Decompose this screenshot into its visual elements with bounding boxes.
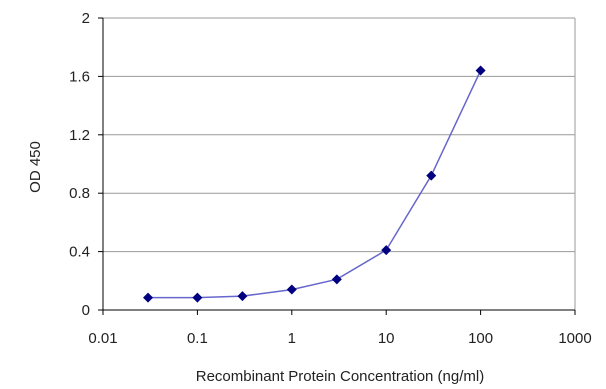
x-tick-label: 1 (288, 330, 296, 347)
data-point (237, 291, 248, 302)
data-point (331, 274, 342, 285)
data-point (475, 65, 486, 76)
y-tick-label: 0.8 (69, 185, 90, 202)
x-tick-label: 0.1 (187, 330, 208, 347)
x-tick-label: 10 (378, 330, 395, 347)
data-point (192, 292, 203, 303)
data-point (286, 284, 297, 295)
data-point (426, 170, 437, 181)
y-tick-label: 2 (82, 10, 90, 27)
x-tick-label: 1000 (558, 330, 591, 347)
data-point (381, 245, 392, 256)
y-tick-label: 0.4 (69, 244, 90, 261)
series-line (148, 70, 482, 299)
y-tick-label: 1.6 (69, 68, 90, 85)
x-tick-label: 0.01 (88, 330, 117, 347)
x-tick-label: 100 (468, 330, 493, 347)
y-tick-label: 1.2 (69, 127, 90, 144)
data-point (143, 292, 154, 303)
y-tick-label: 0 (82, 302, 90, 319)
x-axis-title: Recombinant Protein Concentration (ng/ml… (196, 368, 484, 385)
y-axis-title: OD 450 (27, 141, 44, 193)
